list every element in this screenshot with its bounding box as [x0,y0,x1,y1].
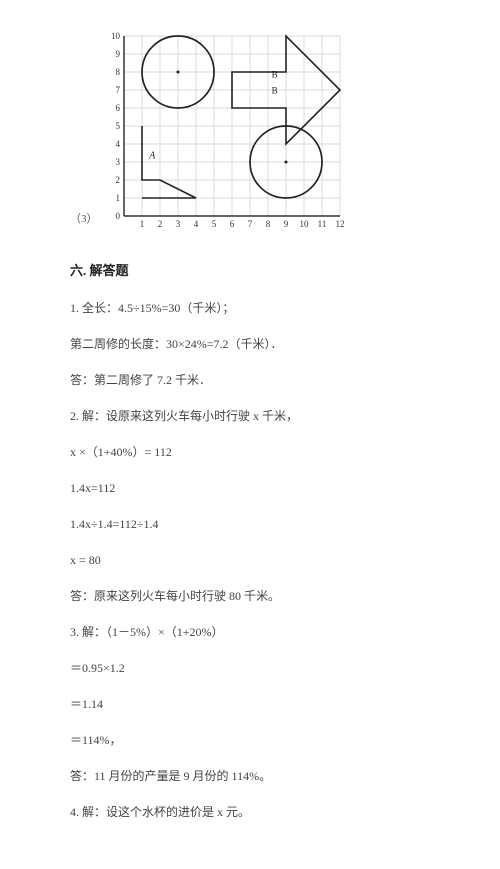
svg-text:6: 6 [229,219,234,229]
svg-text:A: A [148,150,156,161]
answer-line: x = 80 [70,551,440,569]
svg-text:B: B [271,69,277,79]
svg-text:5: 5 [211,219,216,229]
svg-text:8: 8 [265,219,270,229]
svg-text:7: 7 [247,219,252,229]
svg-text:7: 7 [115,85,120,95]
svg-text:10: 10 [299,219,309,229]
svg-text:12: 12 [335,219,344,229]
svg-text:3: 3 [175,219,180,229]
svg-text:11: 11 [317,219,326,229]
graph-label: （3） [70,210,98,226]
answer-line: 答：第二周修了 7.2 千米． [70,371,440,389]
svg-text:4: 4 [193,219,198,229]
answer-line: ＝114%， [70,731,440,749]
answer-line: x ×（1+40%）= 112 [70,443,440,461]
grid-graph: ABB123456789101112012345678910 [106,30,346,230]
answer-line: 4. 解：设这个水杯的进价是 x 元。 [70,803,440,821]
answer-line: 2. 解：设原来这列火车每小时行驶 x 千米， [70,407,440,425]
svg-text:6: 6 [115,103,120,113]
svg-text:3: 3 [115,157,120,167]
svg-text:5: 5 [115,121,120,131]
svg-text:10: 10 [111,31,121,41]
section-title: 六. 解答题 [70,260,440,279]
svg-text:9: 9 [283,219,288,229]
answer-line: 答：11 月份的产量是 9 月份的 114%。 [70,767,440,785]
answer-line: ＝0.95×1.2 [70,659,440,677]
svg-text:B: B [271,86,277,96]
svg-text:8: 8 [115,67,120,77]
answer-line: 1. 全长：4.5÷15%=30（千米）； [70,299,440,317]
answer-line: 答：原来这列火车每小时行驶 80 千米。 [70,587,440,605]
answer-line: ＝1.14 [70,695,440,713]
answer-line: 1.4x÷1.4=112÷1.4 [70,515,440,533]
answer-line: 1.4x=112 [70,479,440,497]
svg-text:4: 4 [115,139,120,149]
svg-text:2: 2 [115,175,120,185]
answer-line: 第二周修的长度：30×24%=7.2（千米）． [70,335,440,353]
svg-text:1: 1 [139,219,144,229]
answer-line: 3. 解：（1－5%）×（1+20%） [70,623,440,641]
svg-text:2: 2 [157,219,162,229]
svg-text:1: 1 [115,193,120,203]
svg-text:9: 9 [115,49,120,59]
svg-text:0: 0 [115,211,120,221]
